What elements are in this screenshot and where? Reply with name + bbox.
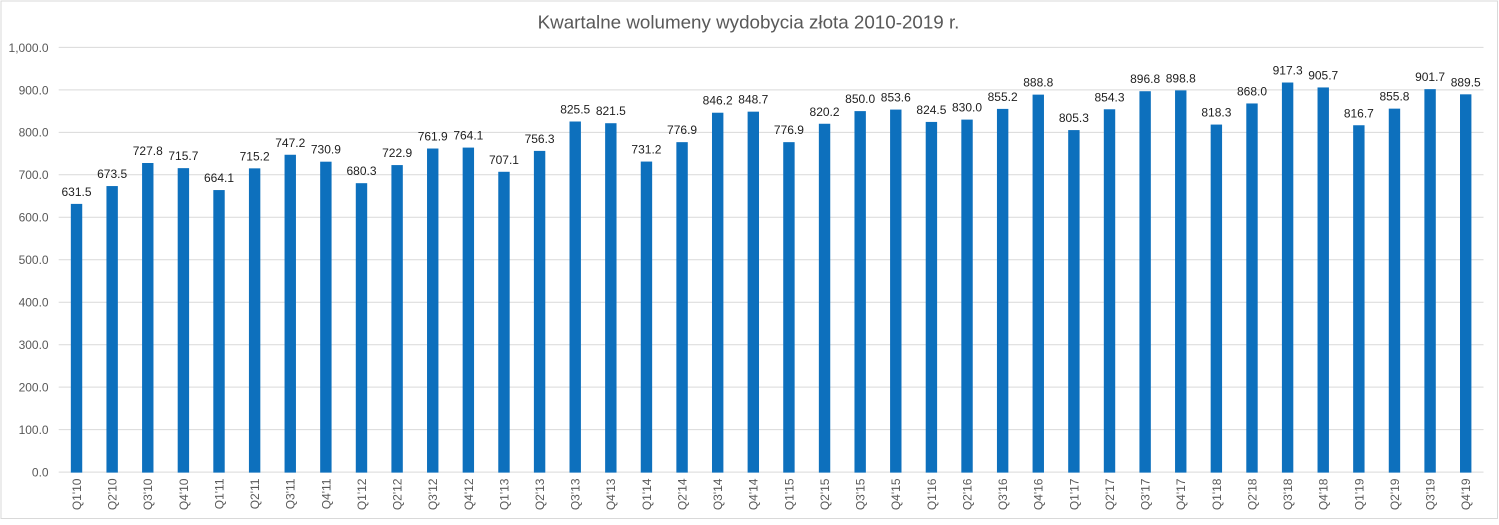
svg-text:Q1'10: Q1'10 bbox=[70, 478, 84, 510]
svg-text:Q1'18: Q1'18 bbox=[1210, 478, 1224, 510]
svg-text:Q4'14: Q4'14 bbox=[747, 478, 761, 510]
svg-text:853.6: 853.6 bbox=[881, 91, 911, 105]
svg-text:825.5: 825.5 bbox=[560, 103, 590, 117]
svg-text:889.5: 889.5 bbox=[1451, 75, 1481, 89]
svg-text:820.2: 820.2 bbox=[810, 105, 840, 119]
svg-text:Q3'19: Q3'19 bbox=[1423, 478, 1437, 510]
svg-text:776.9: 776.9 bbox=[774, 123, 804, 137]
svg-text:707.1: 707.1 bbox=[489, 153, 519, 167]
svg-text:Q2'13: Q2'13 bbox=[533, 478, 547, 510]
svg-text:900.0: 900.0 bbox=[19, 83, 49, 97]
svg-text:700.0: 700.0 bbox=[19, 168, 49, 182]
svg-text:0.0: 0.0 bbox=[32, 466, 49, 480]
svg-text:1,000.0: 1,000.0 bbox=[9, 41, 49, 55]
svg-text:Q2'19: Q2'19 bbox=[1388, 478, 1402, 510]
svg-text:Q2'14: Q2'14 bbox=[675, 478, 689, 510]
svg-text:Q2'16: Q2'16 bbox=[960, 478, 974, 510]
svg-text:896.8: 896.8 bbox=[1130, 72, 1160, 86]
svg-text:731.2: 731.2 bbox=[631, 143, 661, 157]
svg-text:830.0: 830.0 bbox=[952, 101, 982, 115]
svg-text:680.3: 680.3 bbox=[346, 164, 376, 178]
svg-text:Q4'18: Q4'18 bbox=[1317, 478, 1331, 510]
svg-text:Q3'16: Q3'16 bbox=[996, 478, 1010, 510]
svg-text:Q2'15: Q2'15 bbox=[818, 478, 832, 510]
svg-text:917.3: 917.3 bbox=[1273, 64, 1303, 78]
svg-text:800.0: 800.0 bbox=[19, 126, 49, 140]
svg-text:664.1: 664.1 bbox=[204, 171, 234, 185]
svg-text:868.0: 868.0 bbox=[1237, 84, 1267, 98]
svg-text:673.5: 673.5 bbox=[97, 167, 127, 181]
svg-text:600.0: 600.0 bbox=[19, 211, 49, 225]
svg-text:715.7: 715.7 bbox=[168, 149, 198, 163]
svg-text:821.5: 821.5 bbox=[596, 104, 626, 118]
svg-text:100.0: 100.0 bbox=[19, 423, 49, 437]
svg-text:Kwartalne wolumeny wydobycia z: Kwartalne wolumeny wydobycia złota 2010-… bbox=[538, 11, 960, 32]
svg-text:Q1'19: Q1'19 bbox=[1352, 478, 1366, 510]
svg-text:500.0: 500.0 bbox=[19, 253, 49, 267]
svg-text:Q4'11: Q4'11 bbox=[319, 478, 333, 509]
svg-text:805.3: 805.3 bbox=[1059, 111, 1089, 125]
svg-text:Q4'13: Q4'13 bbox=[604, 478, 618, 510]
svg-text:855.2: 855.2 bbox=[988, 90, 1018, 104]
svg-text:Q4'19: Q4'19 bbox=[1459, 478, 1473, 510]
svg-text:Q4'17: Q4'17 bbox=[1174, 478, 1188, 510]
svg-text:Q1'13: Q1'13 bbox=[497, 478, 511, 510]
svg-text:905.7: 905.7 bbox=[1308, 68, 1338, 82]
svg-text:Q2'10: Q2'10 bbox=[106, 478, 120, 510]
svg-text:Q2'17: Q2'17 bbox=[1103, 478, 1117, 510]
svg-text:Q2'18: Q2'18 bbox=[1245, 478, 1259, 510]
svg-text:824.5: 824.5 bbox=[916, 103, 946, 117]
svg-text:Q2'11: Q2'11 bbox=[248, 478, 262, 509]
svg-text:Q1'16: Q1'16 bbox=[925, 478, 939, 510]
svg-text:Q4'15: Q4'15 bbox=[889, 478, 903, 510]
svg-text:Q3'12: Q3'12 bbox=[426, 478, 440, 510]
svg-text:756.3: 756.3 bbox=[525, 132, 555, 146]
svg-text:Q3'14: Q3'14 bbox=[711, 478, 725, 510]
svg-text:888.8: 888.8 bbox=[1023, 76, 1053, 90]
svg-text:730.9: 730.9 bbox=[311, 143, 341, 157]
svg-text:848.7: 848.7 bbox=[738, 93, 768, 107]
svg-text:761.9: 761.9 bbox=[418, 130, 448, 144]
svg-text:200.0: 200.0 bbox=[19, 381, 49, 395]
svg-text:Q3'18: Q3'18 bbox=[1281, 478, 1295, 510]
svg-text:715.2: 715.2 bbox=[240, 149, 270, 163]
svg-text:764.1: 764.1 bbox=[453, 129, 483, 143]
svg-text:Q2'12: Q2'12 bbox=[391, 478, 405, 510]
svg-text:898.8: 898.8 bbox=[1166, 71, 1196, 85]
svg-text:Q3'13: Q3'13 bbox=[569, 478, 583, 510]
svg-text:818.3: 818.3 bbox=[1201, 106, 1231, 120]
svg-text:400.0: 400.0 bbox=[19, 296, 49, 310]
svg-text:727.8: 727.8 bbox=[133, 144, 163, 158]
svg-text:901.7: 901.7 bbox=[1415, 70, 1445, 84]
svg-text:Q1'17: Q1'17 bbox=[1067, 478, 1081, 510]
svg-text:722.9: 722.9 bbox=[382, 146, 412, 160]
svg-text:Q1'12: Q1'12 bbox=[355, 478, 369, 510]
svg-text:846.2: 846.2 bbox=[703, 94, 733, 108]
svg-text:Q3'17: Q3'17 bbox=[1139, 478, 1153, 510]
svg-text:Q4'10: Q4'10 bbox=[177, 478, 191, 510]
svg-text:Q3'15: Q3'15 bbox=[854, 478, 868, 510]
svg-text:Q1'15: Q1'15 bbox=[782, 478, 796, 510]
svg-text:Q4'16: Q4'16 bbox=[1032, 478, 1046, 510]
svg-text:854.3: 854.3 bbox=[1094, 90, 1124, 104]
svg-text:Q3'10: Q3'10 bbox=[141, 478, 155, 510]
svg-text:850.0: 850.0 bbox=[845, 92, 875, 106]
svg-text:300.0: 300.0 bbox=[19, 338, 49, 352]
svg-text:Q1'11: Q1'11 bbox=[212, 478, 226, 509]
svg-text:855.8: 855.8 bbox=[1379, 90, 1409, 104]
svg-text:Q3'11: Q3'11 bbox=[284, 478, 298, 509]
svg-text:816.7: 816.7 bbox=[1344, 106, 1374, 120]
svg-text:631.5: 631.5 bbox=[62, 185, 92, 199]
svg-text:Q4'12: Q4'12 bbox=[462, 478, 476, 510]
svg-text:776.9: 776.9 bbox=[667, 123, 697, 137]
svg-text:747.2: 747.2 bbox=[275, 136, 305, 150]
svg-text:Q1'14: Q1'14 bbox=[640, 478, 654, 510]
